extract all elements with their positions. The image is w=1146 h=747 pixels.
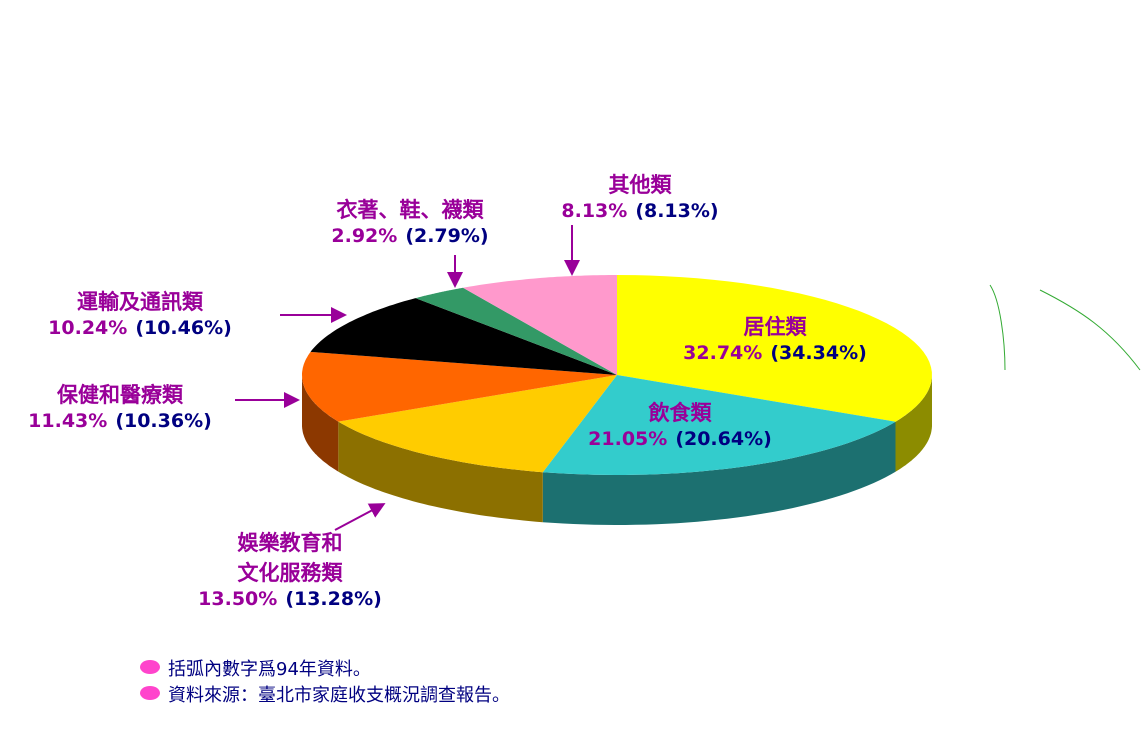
chart	[0, 0, 1146, 747]
value-label: 32.74%	[683, 342, 762, 364]
note: 資料來源：臺北市家庭收支概況調查報告。	[168, 681, 510, 707]
previous-label: (10.36%)	[115, 410, 212, 432]
decoration	[990, 285, 1140, 370]
page: 括弧內數字爲94年資料。 資料來源：臺北市家庭收支概況調查報告。 居住類32.7…	[0, 0, 1146, 747]
category-label: 運輸及通訊類	[48, 287, 232, 317]
value-label: 8.13%	[561, 200, 627, 222]
previous-label: (34.34%)	[770, 342, 867, 364]
previous-label: (8.13%)	[635, 200, 718, 222]
value-label: 11.43%	[28, 410, 107, 432]
previous-label: (10.46%)	[135, 317, 232, 339]
bullet	[140, 660, 160, 674]
previous-label: (20.64%)	[675, 428, 772, 450]
value-label: 2.92%	[331, 225, 397, 247]
category-label: 其他類	[561, 170, 718, 200]
value-label: 10.24%	[48, 317, 127, 339]
category-label: 娛樂教育和 文化服務類	[198, 528, 382, 588]
category-label: 保健和醫療類	[28, 380, 212, 410]
category-label: 飲食類	[588, 398, 772, 428]
category-label: 居住類	[683, 312, 867, 342]
bullet	[140, 686, 160, 700]
category-label: 衣著、鞋、襪類	[331, 195, 488, 225]
value-label: 21.05%	[588, 428, 667, 450]
previous-label: (13.28%)	[285, 588, 382, 610]
previous-label: (2.79%)	[405, 225, 488, 247]
value-label: 13.50%	[198, 588, 277, 610]
note: 括弧內數字爲94年資料。	[168, 655, 371, 681]
